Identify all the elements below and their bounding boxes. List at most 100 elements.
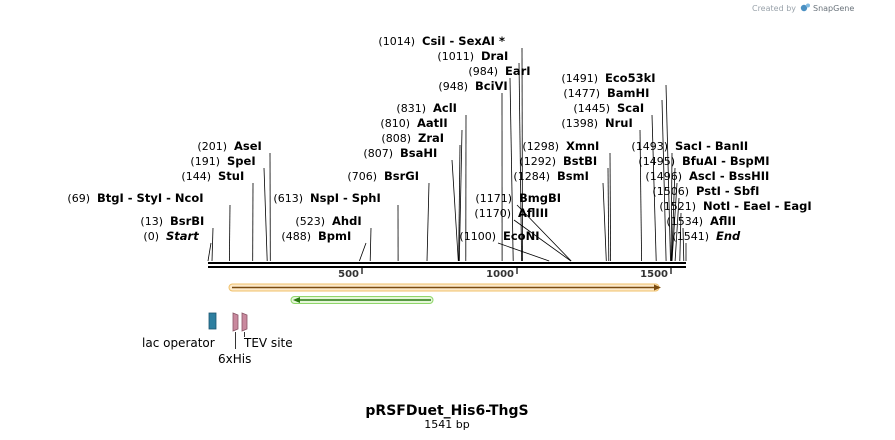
site-enzyme-name[interactable]: BtgI - StyI - NcoI — [97, 191, 204, 205]
leader-line — [229, 204, 231, 262]
leader-line — [651, 114, 657, 262]
orf-forward-arrow[interactable] — [228, 283, 661, 292]
site-enzyme-name[interactable]: AclI — [433, 101, 457, 115]
tev-site-label: TEV site — [243, 336, 293, 350]
site-enzyme-name[interactable]: AhdI — [332, 214, 362, 228]
site-position: (1170) — [474, 207, 511, 220]
site-position: (488) — [281, 230, 311, 243]
site-position: (808) — [381, 132, 411, 145]
ruler-label-1000: 1000 — [486, 269, 514, 280]
leader-line — [263, 167, 268, 262]
site-position: (523) — [295, 215, 325, 228]
site-enzyme-name[interactable]: BfuAI - BspMI — [682, 154, 769, 168]
site-position: (1011) — [437, 50, 474, 63]
site-enzyme-name[interactable]: BsrGI — [384, 169, 419, 183]
leader-line — [602, 182, 607, 262]
site-enzyme-name[interactable]: SpeI — [227, 154, 256, 168]
site-position: (144) — [181, 170, 211, 183]
site-enzyme-name[interactable]: BciVI — [475, 79, 508, 93]
site-enzyme-name[interactable]: NspI - SphI — [310, 191, 381, 205]
created-by-text: Created by — [752, 4, 796, 13]
site-enzyme-name[interactable]: BstBI — [563, 154, 597, 168]
site-enzyme-name[interactable]: BamHI — [607, 86, 649, 100]
site-enzyme-name[interactable]: BsrBI — [170, 214, 204, 228]
leader-line — [609, 152, 611, 262]
site-position: (1100) — [459, 230, 496, 243]
leader-line — [207, 242, 212, 262]
site-enzyme-name[interactable]: AflIII — [518, 206, 548, 220]
ruler: 500 1000 1500 — [338, 267, 672, 280]
site-enzyme-name[interactable]: AseI — [234, 139, 262, 153]
lac-operator-label: lac operator — [142, 336, 215, 350]
sequence-backbone — [208, 262, 686, 268]
site-position: (1541) — [672, 230, 709, 243]
leader-line — [521, 47, 523, 262]
snapgene-brand: SnapGene — [813, 4, 854, 13]
site-enzyme-name[interactable]: CsiI - SexAI * — [422, 34, 505, 48]
site-position: (1171) — [475, 192, 512, 205]
site-position: (810) — [380, 117, 410, 130]
cut-site-leader-lines — [207, 47, 687, 262]
site-position: (201) — [197, 140, 227, 153]
orf-reverse-arrow[interactable] — [290, 296, 434, 304]
site-position: (191) — [190, 155, 220, 168]
site-position: (1292) — [519, 155, 556, 168]
site-enzyme-name[interactable]: DraI — [481, 49, 508, 63]
site-enzyme-name[interactable]: BsaHI — [400, 146, 437, 160]
site-enzyme-name[interactable]: End — [716, 229, 741, 243]
leader-line — [670, 152, 673, 262]
site-enzyme-name[interactable]: Eco53kI — [605, 71, 656, 85]
site-enzyme-name[interactable]: ZraI — [418, 131, 444, 145]
cut-site-labels: (1014) CsiI - SexAI * (1011) DraI (984) EarI (… — [67, 34, 811, 243]
site-position: (1445) — [573, 102, 610, 115]
site-position: (1496) — [645, 170, 682, 183]
site-enzyme-name[interactable]: PstI - SbfI — [696, 184, 759, 198]
leader-line — [211, 227, 214, 262]
leader-line — [639, 129, 642, 262]
site-enzyme-name[interactable]: AatII — [417, 116, 448, 130]
leader-line — [513, 219, 572, 262]
ruler-label-500: 500 — [338, 269, 359, 280]
map-title: pRSFDuet_His6-ThgS — [365, 403, 528, 419]
leader-line — [458, 129, 463, 262]
leader-line — [451, 159, 459, 262]
leader-line — [661, 99, 667, 262]
site-position: (1398) — [561, 117, 598, 130]
lac-operator-feature[interactable] — [208, 312, 217, 330]
site-position: (831) — [396, 102, 426, 115]
leader-line — [497, 242, 550, 262]
leader-line — [607, 167, 610, 262]
site-enzyme-name[interactable]: XmnI — [566, 139, 599, 153]
site-position: (613) — [273, 192, 303, 205]
site-enzyme-name[interactable]: ScaI — [617, 101, 644, 115]
tev-site-feature[interactable] — [241, 312, 248, 332]
site-enzyme-name[interactable]: NruI — [605, 116, 633, 130]
site-enzyme-name[interactable]: AscI - BssHII — [689, 169, 769, 183]
site-position: (13) — [140, 215, 163, 228]
site-position: (807) — [363, 147, 393, 160]
his-tag-feature[interactable] — [232, 312, 239, 332]
site-enzyme-name[interactable]: EcoNI — [503, 229, 539, 243]
site-position: (1477) — [563, 87, 600, 100]
site-enzyme-name[interactable]: BsmI — [557, 169, 589, 183]
ruler-label-1500: 1500 — [640, 269, 668, 280]
site-enzyme-name[interactable]: AflII — [710, 214, 736, 228]
site-position: (984) — [468, 65, 498, 78]
site-enzyme-name[interactable]: EarI — [505, 64, 531, 78]
site-position: (0) — [143, 230, 159, 243]
site-position: (1506) — [652, 185, 689, 198]
site-position: (1521) — [659, 200, 696, 213]
leader-line — [682, 227, 685, 262]
site-enzyme-name[interactable]: StuI — [218, 169, 244, 183]
site-position: (1495) — [638, 155, 675, 168]
leader-line — [518, 62, 522, 262]
site-enzyme-name[interactable]: BpmI — [318, 229, 351, 243]
site-enzyme-name[interactable]: NotI - EaeI - EagI — [703, 199, 812, 213]
leader-line — [359, 242, 367, 262]
site-enzyme-name[interactable]: BmgBI — [519, 191, 561, 205]
site-position: (1014) — [378, 35, 415, 48]
site-enzyme-name[interactable]: SacI - BanII — [675, 139, 748, 153]
site-enzyme-name[interactable]: Start — [166, 229, 199, 243]
leader-line — [369, 227, 372, 262]
